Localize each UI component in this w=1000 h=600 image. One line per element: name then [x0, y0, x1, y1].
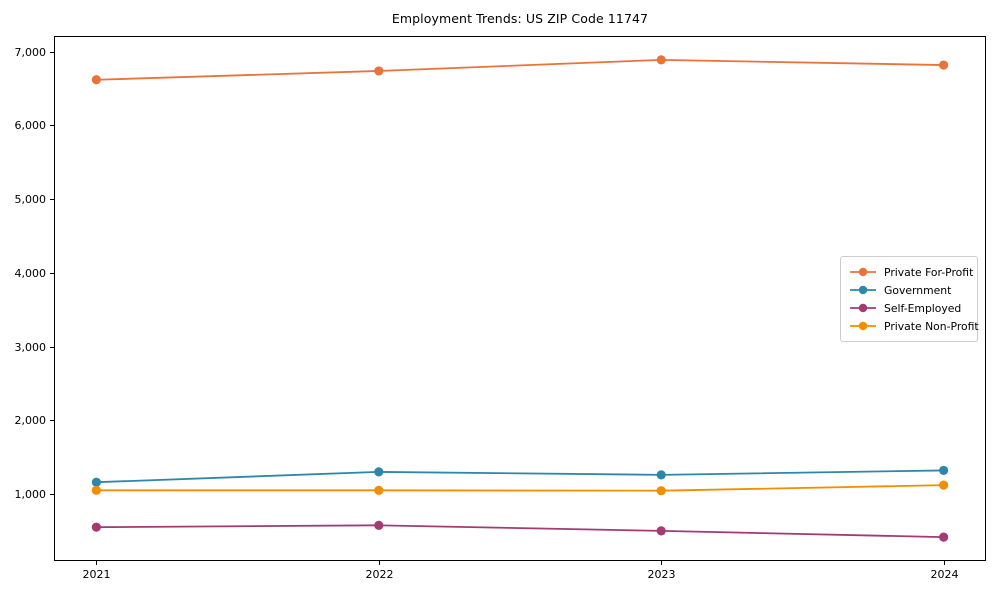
data-point-marker — [374, 467, 384, 477]
y-tick-label: 7,000 — [15, 46, 47, 59]
legend-label: Self-Employed — [884, 301, 962, 315]
y-tick-label: 2,000 — [15, 414, 47, 427]
legend-label: Private For-Profit — [884, 265, 974, 279]
axis-frame — [54, 36, 986, 561]
legend-line-marker-icon — [850, 303, 876, 313]
legend-line-marker-icon — [850, 285, 876, 295]
legend-item-private-non-profit: Private Non-Profit — [849, 317, 979, 335]
data-point-marker — [374, 485, 384, 495]
data-point-marker — [939, 465, 949, 476]
data-point-marker — [91, 485, 101, 495]
data-point-marker — [939, 60, 949, 70]
legend-item-private-for-profit: Private For-Profit — [849, 263, 973, 281]
x-tick-label: 2024 — [931, 568, 959, 581]
y-tick-label: 6,000 — [15, 119, 47, 132]
legend-label: Private Non-Profit — [884, 319, 979, 333]
series-line — [95, 484, 945, 492]
y-tick-label: 3,000 — [15, 341, 47, 354]
legend-line-marker-icon — [850, 267, 876, 277]
x-tick-label: 2022 — [366, 568, 394, 581]
series-line — [95, 524, 945, 539]
legend-item-self-employed: Self-Employed — [849, 299, 969, 317]
data-point-marker — [91, 477, 101, 487]
data-point-marker — [91, 75, 101, 85]
legend-label: Government — [884, 283, 952, 297]
data-point-marker — [939, 480, 949, 490]
data-point-marker — [656, 470, 666, 480]
y-tick-label: 5,000 — [15, 193, 47, 206]
series-line — [95, 58, 945, 81]
data-point-marker — [656, 486, 666, 496]
x-tick-label: 2023 — [648, 568, 676, 581]
chart-title: Employment Trends: US ZIP Code 11747 — [391, 11, 649, 26]
legend-line-marker-icon — [850, 321, 876, 331]
x-tick-label: 2021 — [83, 568, 111, 581]
data-point-marker — [656, 55, 666, 65]
series-line — [95, 469, 945, 484]
y-tick-label: 4,000 — [15, 267, 47, 280]
legend-item-government: Government — [849, 281, 969, 299]
data-point-marker — [374, 66, 384, 76]
data-point-marker — [374, 520, 384, 530]
data-point-marker — [91, 522, 101, 532]
data-point-marker — [656, 526, 666, 536]
y-tick-label: 1,000 — [15, 488, 47, 501]
legend: Private For-Profit Government Self-Emplo… — [840, 256, 979, 342]
data-point-marker — [939, 532, 949, 542]
